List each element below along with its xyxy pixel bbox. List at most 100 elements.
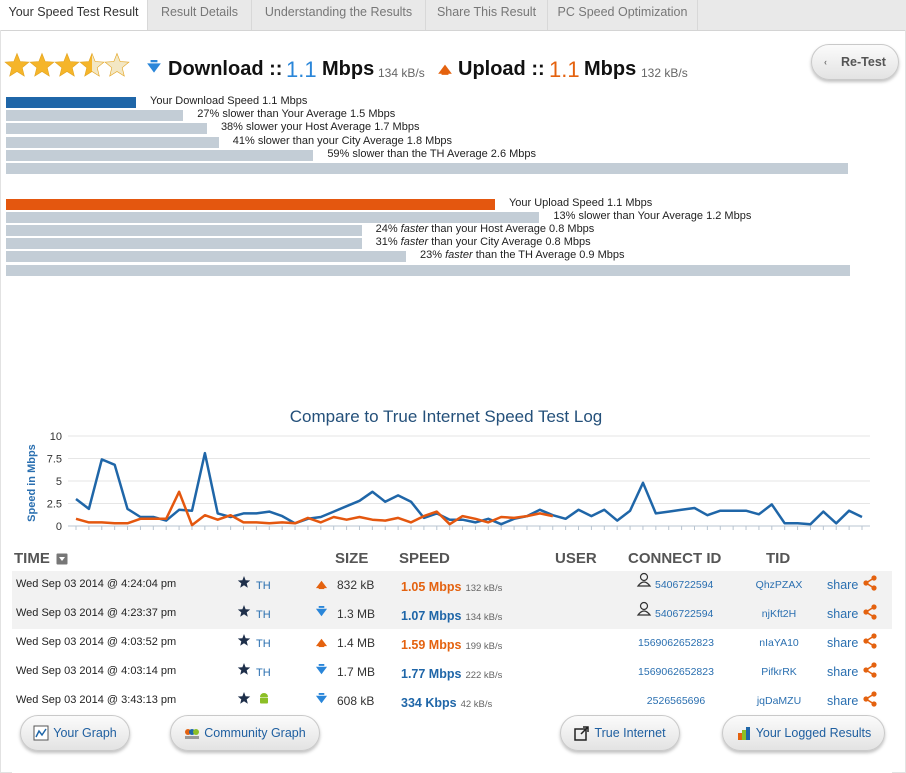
retest-button[interactable]: ‹ Re-Test <box>811 44 899 80</box>
arrow-base <box>150 60 158 63</box>
retest-label: Re-Test <box>841 55 886 69</box>
table-row <box>12 658 892 687</box>
nav-button[interactable]: True Internet <box>560 715 680 751</box>
out <box>580 726 590 735</box>
share-dot <box>863 667 869 673</box>
row-share[interactable]: share <box>827 607 859 621</box>
arrow <box>315 608 328 617</box>
arrow-icon <box>147 60 161 73</box>
tab[interactable]: Result Details <box>148 0 252 30</box>
row-time: Wed Sep 03 2014 @ 3:43:13 pm <box>16 694 177 706</box>
star <box>237 634 251 646</box>
share-dot <box>871 701 877 707</box>
row-location: TH <box>256 667 271 679</box>
arrow-base <box>318 587 325 590</box>
rate-text: 199 kB/s <box>465 641 503 652</box>
bar-label: 41% slower than your City Average 1.8 Mb… <box>233 135 452 147</box>
tab[interactable]: Understanding the Results <box>252 0 426 30</box>
bar-label-part: 59% slower than the TH Average 2.6 Mbps <box>327 147 537 160</box>
arrow-base <box>318 664 325 666</box>
star <box>54 52 80 77</box>
y-tick-label: 2.5 <box>47 499 62 511</box>
head <box>639 572 649 582</box>
speed-rate: 134 kB/s <box>378 66 425 80</box>
row-speed: 1.59 Mbps 199 kB/s <box>401 636 502 654</box>
location-star <box>237 605 251 617</box>
speed-text: 334 Kbps <box>401 696 457 710</box>
bar-label: 31% faster than your City Average 0.8 Mb… <box>376 236 591 248</box>
row-share[interactable]: share <box>827 665 859 679</box>
row-location: TH <box>256 580 271 592</box>
scale-track <box>6 264 850 276</box>
tab[interactable]: Your Speed Test Result <box>0 0 148 30</box>
bar-label: 24% faster than your Host Average 0.8 Mb… <box>376 223 595 235</box>
share-dot <box>871 585 877 591</box>
rate-text: 134 kB/s <box>465 612 503 623</box>
nav-button[interactable]: Your Graph <box>20 715 130 751</box>
y-tick-label: 10 <box>50 431 62 443</box>
table-row <box>12 629 892 658</box>
share-dot <box>863 609 869 615</box>
row-share[interactable]: share <box>827 578 859 592</box>
bar <box>737 733 742 740</box>
nav-button[interactable]: Community Graph <box>170 715 320 751</box>
row-speed: 1.77 Mbps 222 kB/s <box>401 665 502 683</box>
sort-arrow <box>59 557 65 561</box>
speed-text: 1.07 Mbps <box>401 609 462 623</box>
button-icon <box>33 725 49 741</box>
connect-icon <box>636 601 652 616</box>
arrow-icon <box>315 638 328 648</box>
share-icon <box>863 662 877 678</box>
share-dot <box>871 691 877 697</box>
bar-label-part: faster <box>400 236 429 249</box>
row-size: 1.7 MB <box>337 665 376 679</box>
row-time: Wed Sep 03 2014 @ 4:23:37 pm <box>16 607 177 619</box>
bar-label: Your Upload Speed 1.1 Mbps <box>509 197 652 209</box>
bar-label-part: Your Upload Speed 1.1 Mbps <box>508 196 653 209</box>
share-dot <box>863 580 869 586</box>
rate-text: 42 kB/s <box>460 699 493 710</box>
row-connect-id: 5406722594 <box>655 608 714 620</box>
button-icon <box>737 727 750 740</box>
star <box>104 52 130 77</box>
bar-label: 23% faster than the TH Average 0.9 Mbps <box>420 249 624 261</box>
chart-title: Compare to True Internet Speed Test Log <box>290 407 603 426</box>
speed-bar <box>6 211 540 223</box>
row-location: TH <box>256 638 271 650</box>
share-icon <box>863 691 877 707</box>
star <box>29 52 55 77</box>
share-dot <box>871 604 877 610</box>
arrow-icon <box>315 606 328 617</box>
share-icon <box>863 575 877 591</box>
row-time: Wed Sep 03 2014 @ 4:24:04 pm <box>16 578 177 590</box>
android-body <box>260 697 268 704</box>
speed-bar <box>6 149 314 161</box>
connect-icon <box>636 572 652 587</box>
row-tid: jqDaMZU <box>756 695 802 707</box>
row-share[interactable]: share <box>827 636 859 650</box>
button-label: Community Graph <box>204 726 306 740</box>
nav-button[interactable]: Your Logged Results <box>722 715 885 751</box>
speed-unit: Mbps <box>322 58 375 80</box>
arrow-base <box>318 606 325 608</box>
bar-label-part: 24% <box>375 222 401 235</box>
table-header: TID <box>766 550 791 567</box>
bar-label-part: than your City Average 0.8 Mbps <box>428 236 591 249</box>
bar-label-part: 13% slower than Your Average 1.2 Mbps <box>553 209 752 222</box>
row-tid: njKft2H <box>761 608 797 620</box>
tab[interactable]: PC Speed Optimization <box>548 0 698 30</box>
share-dot <box>863 638 869 644</box>
row-share[interactable]: share <box>827 694 859 708</box>
bar-label-part: 31% <box>375 236 401 249</box>
tab[interactable]: Share This Result <box>426 0 548 30</box>
speed-bar <box>6 123 207 135</box>
location-star <box>237 692 251 704</box>
table-header: CONNECT ID <box>628 550 722 567</box>
graph <box>35 728 47 738</box>
row-speed: 1.05 Mbps 132 kB/s <box>401 578 502 596</box>
speed-label: Upload :: <box>458 58 545 80</box>
row-size: 608 kB <box>337 694 375 708</box>
rating-stars <box>4 52 130 77</box>
body <box>636 610 652 616</box>
